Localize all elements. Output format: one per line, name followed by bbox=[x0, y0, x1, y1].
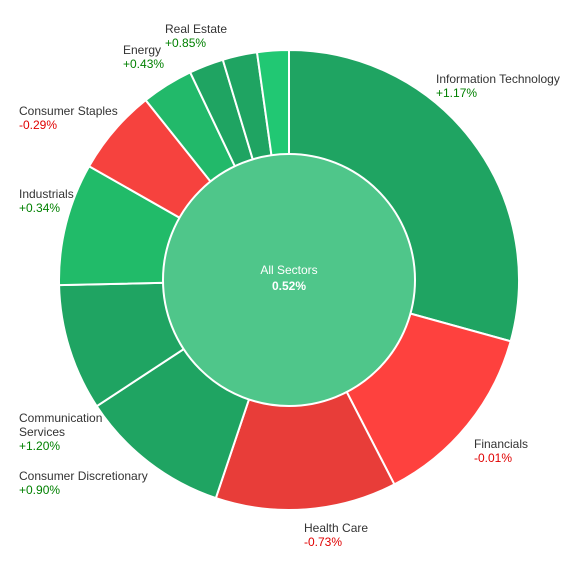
change-communication-services: +1.20% bbox=[19, 439, 60, 453]
change-consumer-staples: -0.29% bbox=[19, 118, 57, 132]
label-consumer-discretionary: Consumer Discretionary bbox=[19, 469, 148, 483]
label-information-technology: Information Technology bbox=[436, 72, 560, 86]
change-real-estate: +0.85% bbox=[165, 36, 206, 50]
label-industrials: Industrials bbox=[19, 187, 74, 201]
label-communication-services-line2: Services bbox=[19, 425, 65, 439]
center-circle bbox=[162, 153, 416, 407]
label-energy: Energy bbox=[123, 43, 161, 57]
label-health-care: Health Care bbox=[304, 521, 368, 535]
change-information-technology: +1.17% bbox=[436, 86, 477, 100]
label-financials: Financials bbox=[474, 437, 528, 451]
center-value: 0.52% bbox=[272, 279, 306, 293]
change-energy: +0.43% bbox=[123, 57, 164, 71]
label-consumer-staples: Consumer Staples bbox=[19, 104, 118, 118]
label-communication-services-line1: Communication bbox=[19, 411, 102, 425]
sector-labels: Information Technology+1.17%Financials-0… bbox=[19, 22, 560, 549]
change-consumer-discretionary: +0.90% bbox=[19, 483, 60, 497]
change-financials: -0.01% bbox=[474, 451, 512, 465]
change-health-care: -0.73% bbox=[304, 535, 342, 549]
change-industrials: +0.34% bbox=[19, 201, 60, 215]
label-real-estate: Real Estate bbox=[165, 22, 227, 36]
center-label: All Sectors bbox=[260, 263, 317, 277]
